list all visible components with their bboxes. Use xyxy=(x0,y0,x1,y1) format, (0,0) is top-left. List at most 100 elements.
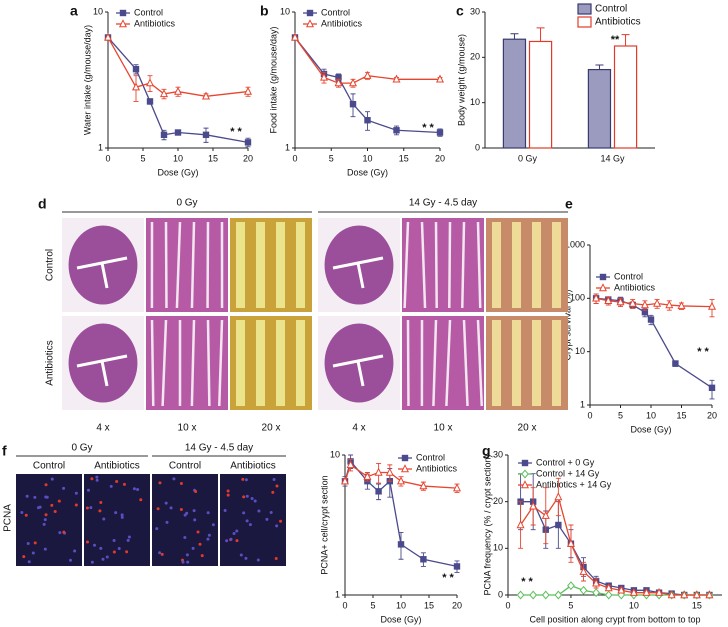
crypt xyxy=(236,320,245,406)
cell xyxy=(211,523,215,527)
crypt xyxy=(532,222,541,308)
crypt xyxy=(218,319,224,407)
x-tick-label: 20 xyxy=(435,153,445,163)
column-label: Control xyxy=(169,461,201,472)
cell xyxy=(132,487,136,491)
marker xyxy=(554,590,563,600)
x-tick-label: 20 xyxy=(452,600,462,610)
magnification: 10 x xyxy=(434,423,453,434)
cell xyxy=(89,506,93,510)
cell xyxy=(50,503,54,507)
cell xyxy=(179,481,183,485)
marker xyxy=(335,74,342,81)
y-tick-label: 30 xyxy=(470,6,480,16)
panel-letter: d xyxy=(38,196,47,212)
cell xyxy=(45,495,49,499)
lumen xyxy=(76,354,128,387)
marker xyxy=(160,131,168,139)
cell xyxy=(139,498,143,502)
cell xyxy=(62,530,66,534)
cell xyxy=(232,532,236,536)
marker xyxy=(567,581,575,591)
cell xyxy=(272,477,276,481)
cell xyxy=(33,541,37,545)
x-tick-label: 5 xyxy=(618,410,623,420)
y-axis-label: Body weight (g/mouse) xyxy=(456,34,466,126)
x-tick-label: 15 xyxy=(692,600,702,610)
marker xyxy=(173,86,183,95)
magnification: 20 x xyxy=(518,423,537,434)
cell xyxy=(20,510,24,514)
cell xyxy=(244,478,248,482)
panel-letter: g xyxy=(482,443,491,459)
legend-marker xyxy=(305,19,315,28)
lumen xyxy=(76,256,128,289)
y-tick-label: 0 xyxy=(475,142,480,152)
marker xyxy=(419,481,428,490)
cell xyxy=(33,495,37,499)
cell xyxy=(31,551,35,555)
micrograph xyxy=(402,218,484,312)
marker xyxy=(392,74,401,83)
cell xyxy=(158,481,162,485)
cell xyxy=(179,507,183,511)
y-tick-label: 1 xyxy=(580,399,585,409)
marker xyxy=(667,590,676,599)
crypt xyxy=(256,320,265,406)
x-tick-label: 5 xyxy=(140,153,145,163)
x-axis-label: Dose (Gy) xyxy=(380,614,421,624)
row-label: Antibiotics xyxy=(45,340,56,386)
cell xyxy=(122,482,126,486)
cell xyxy=(112,550,116,554)
legend-label: Control + 14 Gy xyxy=(536,468,600,478)
crypt xyxy=(512,320,521,406)
marker xyxy=(174,129,182,136)
crypt xyxy=(150,319,155,407)
cell xyxy=(126,538,130,542)
cell xyxy=(164,501,168,505)
marker xyxy=(516,590,525,600)
cell xyxy=(86,488,90,492)
legend-marker xyxy=(521,469,529,479)
marker xyxy=(340,476,350,485)
y-tick-label: 10 xyxy=(470,97,480,107)
legend-marker xyxy=(520,480,530,489)
legend-label: Control xyxy=(416,452,445,462)
crypt xyxy=(420,221,427,309)
cell xyxy=(90,560,94,564)
marker xyxy=(374,467,383,476)
x-tick-label: 20 xyxy=(707,410,717,420)
cell xyxy=(200,554,204,558)
cell xyxy=(160,552,164,556)
marker xyxy=(579,585,588,595)
cell xyxy=(117,546,121,550)
cell xyxy=(206,537,210,541)
x-tick-label: 5 xyxy=(568,600,573,610)
crypt xyxy=(276,222,285,308)
panel-letter: e xyxy=(565,196,573,212)
marker xyxy=(604,295,613,304)
cell xyxy=(24,513,28,517)
y-tick-label: 1 xyxy=(98,142,103,152)
cell xyxy=(98,509,102,513)
cell xyxy=(27,560,31,564)
cell xyxy=(242,495,246,499)
crypt xyxy=(190,221,196,309)
cell xyxy=(22,555,26,559)
legend-swatch xyxy=(577,16,592,28)
cell xyxy=(74,503,78,507)
marker xyxy=(396,476,406,485)
series-line xyxy=(520,495,710,596)
y-tick-label: 0 xyxy=(498,589,503,599)
cell xyxy=(275,524,279,528)
panel-letter: c xyxy=(456,3,464,19)
x-tick-label: 15 xyxy=(424,600,434,610)
marker xyxy=(541,590,550,600)
marker xyxy=(665,300,674,309)
cell xyxy=(125,550,129,554)
cell xyxy=(90,477,94,481)
cell xyxy=(85,506,89,510)
crypt xyxy=(296,222,305,308)
cell xyxy=(242,511,246,515)
crypt xyxy=(445,319,452,407)
